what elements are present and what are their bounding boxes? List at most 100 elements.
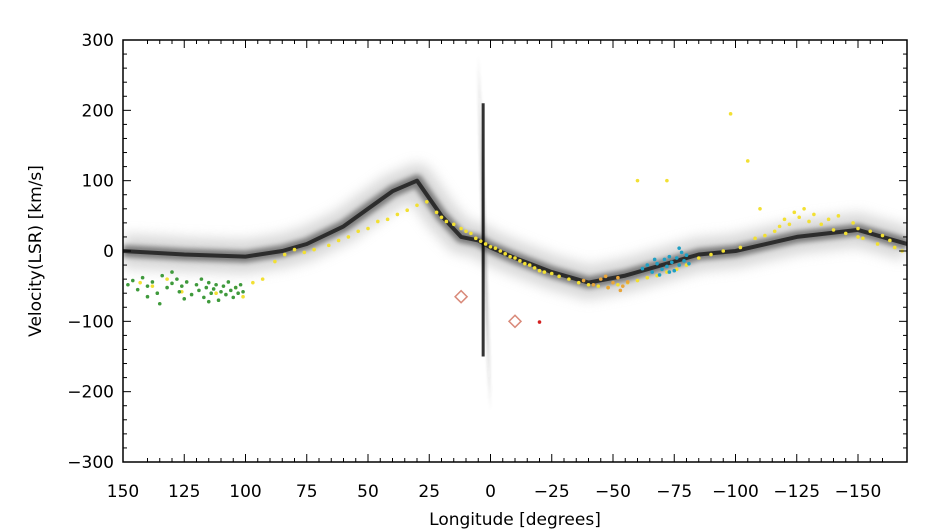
data-point	[709, 252, 713, 257]
data-point	[787, 222, 792, 227]
data-point	[189, 292, 194, 297]
data-point	[807, 219, 811, 224]
data-point	[199, 277, 204, 281]
data-point	[206, 299, 211, 304]
data-point	[618, 288, 623, 293]
data-point	[170, 281, 174, 286]
data-point	[660, 267, 664, 272]
data-point	[202, 295, 206, 300]
data-point	[165, 285, 169, 290]
data-point	[434, 210, 439, 215]
data-point	[182, 297, 187, 301]
data-point	[696, 256, 701, 260]
emission-halo	[123, 163, 907, 300]
data-point	[677, 263, 681, 267]
data-point	[145, 284, 150, 288]
data-point	[155, 291, 160, 296]
data-point	[856, 226, 860, 231]
data-point	[687, 261, 691, 266]
x-tick-label: −25	[534, 482, 570, 502]
data-point	[843, 231, 848, 236]
data-point	[131, 278, 135, 283]
data-point	[478, 239, 483, 243]
data-point	[892, 245, 897, 250]
data-point	[682, 259, 686, 263]
y-tick-label: 200	[82, 101, 114, 121]
data-point	[180, 284, 184, 288]
y-tick-label: −100	[67, 312, 114, 332]
data-point	[236, 291, 240, 296]
data-point	[635, 178, 640, 183]
data-point	[537, 320, 542, 324]
data-point	[251, 280, 255, 285]
data-point	[576, 280, 581, 285]
data-point	[177, 289, 182, 294]
x-axis-title: Longitude [degrees]	[429, 510, 601, 530]
data-point	[451, 222, 456, 227]
y-tick-label: 300	[82, 31, 114, 51]
data-point	[880, 233, 885, 238]
data-point	[527, 263, 532, 267]
data-point	[616, 275, 620, 280]
data-point	[665, 264, 669, 269]
data-point	[464, 229, 468, 234]
x-tick-label: 50	[357, 482, 379, 502]
data-point	[508, 254, 512, 259]
data-point	[802, 207, 806, 211]
x-tick-label: 125	[168, 482, 200, 502]
data-point	[677, 246, 681, 250]
data-point	[226, 280, 231, 284]
data-point	[241, 289, 245, 294]
data-point	[366, 226, 370, 231]
x-tick-label: 25	[418, 482, 440, 502]
data-point	[260, 277, 265, 281]
data-point	[327, 243, 331, 248]
data-point	[557, 274, 561, 279]
y-tick-label: −200	[67, 383, 114, 403]
data-point	[581, 278, 586, 283]
data-point	[728, 112, 733, 116]
data-point	[204, 285, 209, 290]
data-point	[721, 249, 726, 253]
data-point	[488, 244, 493, 249]
data-point	[474, 236, 478, 241]
data-point	[224, 292, 228, 297]
data-point	[640, 266, 645, 271]
x-tick-label: −75	[656, 482, 692, 502]
data-point	[439, 215, 444, 220]
data-point	[667, 254, 672, 259]
data-point	[819, 222, 824, 227]
data-point	[851, 221, 855, 225]
data-point	[356, 229, 361, 234]
data-point	[312, 247, 316, 252]
axis-ticks: 150 125 100 75 50 25 0 −25 −50 −75 −100 −125 −150 300…	[67, 31, 907, 502]
data-point	[395, 212, 400, 217]
data-point	[302, 250, 307, 255]
data-point	[216, 298, 221, 303]
data-point	[425, 199, 429, 204]
data-point	[596, 284, 601, 288]
data-point	[513, 256, 517, 260]
data-point	[483, 242, 488, 246]
data-point	[621, 284, 625, 288]
data-point	[197, 288, 201, 293]
data-point	[665, 178, 669, 183]
data-point	[836, 214, 841, 218]
data-point	[459, 226, 463, 231]
data-point	[591, 282, 596, 287]
data-point	[211, 287, 216, 291]
data-point	[454, 289, 469, 304]
x-tick-label: −50	[595, 482, 631, 502]
data-point	[405, 208, 410, 213]
data-point	[229, 288, 233, 293]
data-point	[346, 235, 351, 239]
data-point	[875, 242, 880, 246]
data-point	[415, 203, 419, 208]
data-point	[662, 257, 667, 262]
data-point	[336, 238, 341, 243]
data-point	[782, 217, 787, 222]
data-point	[635, 278, 640, 283]
y-tick-label: −300	[67, 453, 114, 473]
emission-background	[123, 54, 907, 413]
data-point	[831, 228, 836, 232]
